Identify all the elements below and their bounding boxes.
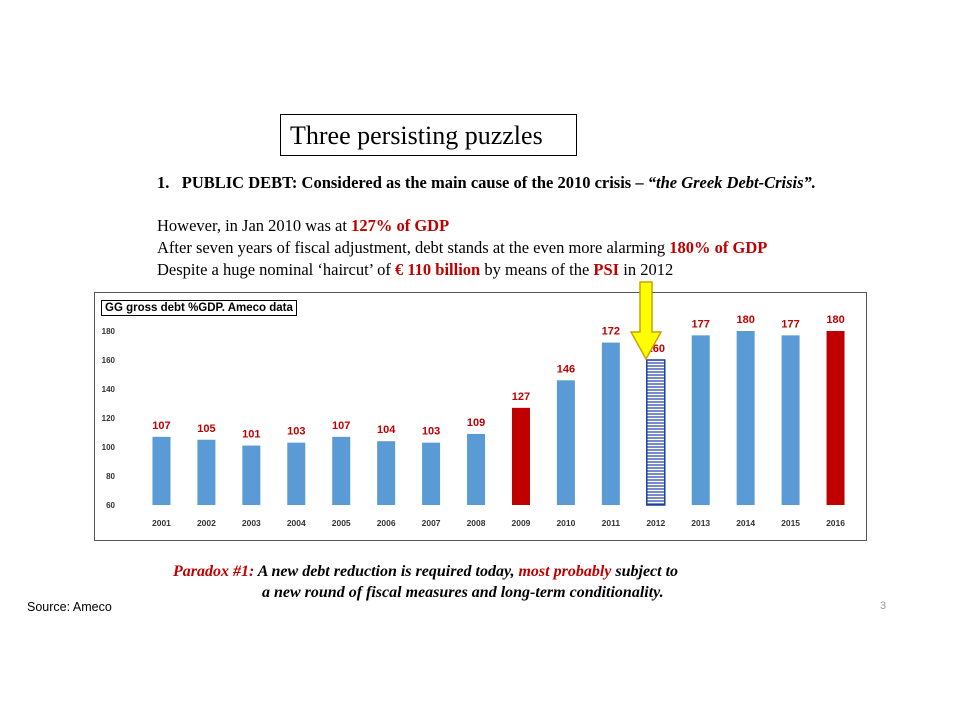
bar-2016 [826,331,845,505]
page-number: 3 [880,600,887,612]
data-label-2002: 105 [197,423,215,435]
bar-2008 [467,433,486,505]
bar-2006 [377,441,396,505]
data-label-2003: 101 [242,429,260,441]
paradox-line-1: Paradox #1: A new debt reduction is requ… [173,563,678,581]
bar-2005 [332,436,351,505]
y-tick-label: 140 [102,385,116,394]
paradox-highlight: most probably [518,563,612,580]
data-label-2001: 107 [152,420,170,432]
y-tick-label: 160 [102,356,116,365]
chart-title: GG gross debt %GDP. Ameco data [101,300,297,316]
x-tick-label: 2003 [242,518,261,528]
data-label-2015: 177 [781,318,799,330]
bar-2002 [197,439,216,505]
x-tick-label: 2014 [736,518,755,528]
line-3-highlight-psi: PSI [593,260,620,279]
y-tick-label: 100 [102,443,116,452]
data-label-2010: 146 [557,363,575,375]
line-1-text: However, in Jan 2010 was at [157,216,352,235]
statement-line-2: After seven years of fiscal adjustment, … [157,238,767,258]
line-3-highlight: € 110 billion [394,260,481,279]
bar-2001 [152,436,171,505]
x-tick-label: 2016 [826,518,845,528]
line-2-text: After seven years of fiscal adjustment, … [157,238,670,257]
x-tick-label: 2015 [781,518,800,528]
data-label-2011: 172 [602,326,620,338]
bar-2015 [781,335,800,505]
statement-line-1: However, in Jan 2010 was at 127% of GDP [157,216,449,236]
bar-2011 [601,342,620,505]
paradox-text-2: subject to [611,563,679,580]
line-1-highlight: 127% of GDP [351,216,450,235]
point-quote: “the Greek Debt-Crisis”. [647,173,816,192]
paradox-text-1: A new debt reduction is required today, [254,563,519,580]
x-tick-label: 2002 [197,518,216,528]
x-tick-label: 2013 [691,518,710,528]
debt-bar-chart: 60 80 100 120 140 160 180 107 2001 105 2002 101 2003… [102,314,846,528]
bar-2009 [511,407,530,505]
slide-title: Three persisting puzzles [290,121,543,150]
arrow-icon [629,281,663,361]
x-tick-label: 2011 [602,518,621,528]
x-tick-label: 2006 [377,518,396,528]
bar-2007 [422,442,441,505]
data-label-2007: 103 [422,426,440,438]
paradox-line-2: a new round of fiscal measures and long-… [262,584,664,601]
data-label-2014: 180 [736,314,754,326]
statement-line-3: Despite a huge nominal ‘haircut’ of € 11… [157,260,673,280]
source-note: Source: Ameco [27,600,112,614]
paradox-label: Paradox #1: [173,563,255,580]
x-tick-label: 2010 [556,518,575,528]
x-tick-label: 2012 [646,518,665,528]
y-tick-label: 80 [106,472,115,481]
x-tick-label: 2001 [152,518,171,528]
data-label-2005: 107 [332,420,350,432]
x-tick-label: 2004 [287,518,306,528]
y-tick-label: 120 [102,414,116,423]
data-label-2006: 104 [377,424,396,436]
bar-2014 [736,331,755,505]
data-label-2013: 177 [692,318,710,330]
line-2-highlight: 180% of GDP [669,238,768,257]
chart-frame: 60 80 100 120 140 160 180 107 2001 105 2002 101 2003… [94,292,867,541]
y-tick-label: 60 [106,501,115,510]
bar-2012 [646,359,666,506]
line-3-text: Despite a huge nominal ‘haircut’ of [157,260,395,279]
x-tick-label: 2005 [332,518,351,528]
data-label-2016: 180 [826,314,844,326]
y-tick-label: 180 [102,327,116,336]
point-text: PUBLIC DEBT: Considered as the main caus… [181,173,648,192]
data-label-2008: 109 [467,417,485,429]
title-box: Three persisting puzzles [280,114,577,156]
data-label-2004: 103 [287,426,305,438]
bar-2003 [242,445,261,505]
x-tick-label: 2008 [467,518,486,528]
line-3-mid: by means of the [480,260,594,279]
x-tick-label: 2009 [512,518,531,528]
point-number: 1. [157,173,170,192]
data-label-2009: 127 [512,391,530,403]
bar-2004 [287,442,306,505]
x-tick-label: 2007 [422,518,441,528]
bar-2010 [556,380,575,505]
line-3-end: in 2012 [619,260,674,279]
point-1: 1. PUBLIC DEBT: Considered as the main c… [157,173,816,193]
bar-2013 [691,335,710,505]
